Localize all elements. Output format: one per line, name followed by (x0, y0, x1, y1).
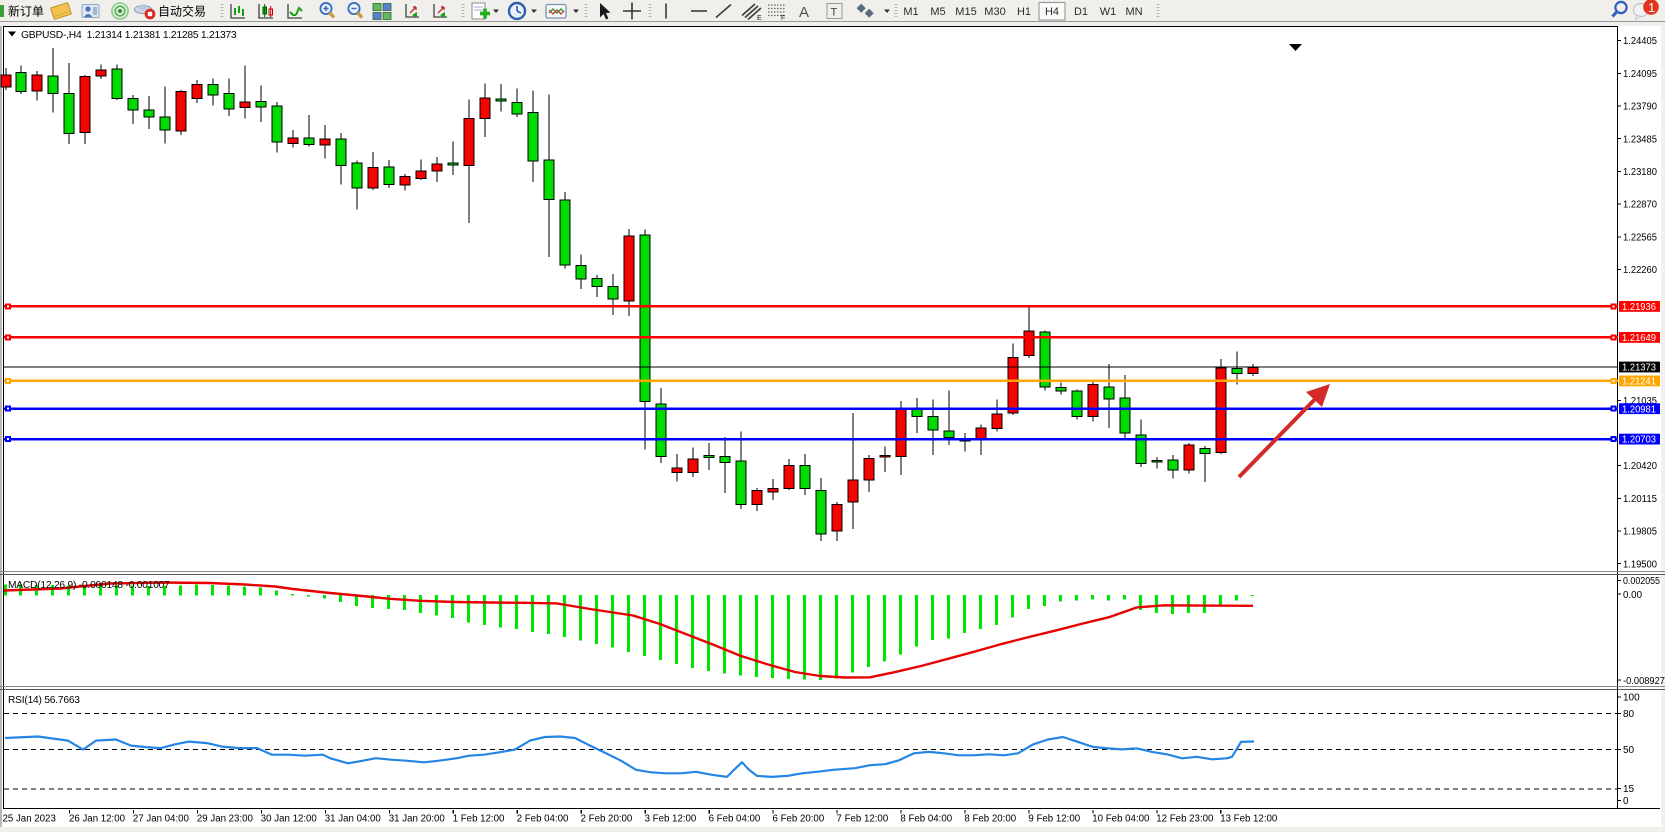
svg-text:MN: MN (1125, 6, 1142, 18)
svg-text:30 Jan 12:00: 30 Jan 12:00 (261, 814, 318, 825)
svg-text:新订单: 新订单 (8, 4, 44, 19)
svg-text:26 Jan 12:00: 26 Jan 12:00 (69, 814, 126, 825)
svg-text:1.21035: 1.21035 (1623, 396, 1657, 407)
svg-text:1.22870: 1.22870 (1623, 200, 1657, 211)
svg-text:M1: M1 (903, 6, 918, 18)
svg-text:2 Feb 04:00: 2 Feb 04:00 (517, 814, 569, 825)
svg-text:1.23485: 1.23485 (1623, 134, 1657, 145)
svg-text:M30: M30 (984, 6, 1005, 18)
svg-text:1.23180: 1.23180 (1623, 167, 1657, 178)
svg-text:1.20420: 1.20420 (1623, 461, 1657, 472)
svg-text:1.23790: 1.23790 (1623, 102, 1657, 113)
svg-text:80: 80 (1623, 709, 1635, 720)
svg-text:1.21241: 1.21241 (1622, 376, 1656, 388)
svg-text:9 Feb 12:00: 9 Feb 12:00 (1028, 814, 1080, 825)
svg-text:A: A (799, 4, 809, 21)
svg-text:2 Feb 20:00: 2 Feb 20:00 (581, 814, 633, 825)
svg-text:25 Jan 2023: 25 Jan 2023 (3, 814, 56, 825)
svg-text:3 Feb 12:00: 3 Feb 12:00 (645, 814, 697, 825)
svg-text:0: 0 (1623, 796, 1629, 807)
svg-text:8 Feb 04:00: 8 Feb 04:00 (900, 814, 952, 825)
svg-text:1.22260: 1.22260 (1623, 265, 1657, 276)
svg-text:6 Feb 04:00: 6 Feb 04:00 (709, 814, 761, 825)
svg-text:10 Feb 04:00: 10 Feb 04:00 (1092, 814, 1150, 825)
svg-text:M15: M15 (955, 6, 976, 18)
svg-text:1.22565: 1.22565 (1623, 232, 1657, 243)
svg-text:1 Feb 12:00: 1 Feb 12:00 (453, 814, 505, 825)
svg-text:RSI(14) 56.7663: RSI(14) 56.7663 (8, 695, 80, 706)
svg-text:1.20115: 1.20115 (1623, 494, 1657, 505)
svg-text:7 Feb 12:00: 7 Feb 12:00 (837, 814, 889, 825)
svg-text:6 Feb 20:00: 6 Feb 20:00 (773, 814, 825, 825)
svg-text:自动交易: 自动交易 (158, 4, 206, 19)
svg-text:1.19500: 1.19500 (1623, 559, 1657, 570)
svg-text:1: 1 (1648, 0, 1655, 15)
svg-text:W1: W1 (1100, 6, 1117, 18)
svg-text:E: E (757, 15, 762, 22)
svg-text:1.21936: 1.21936 (1622, 301, 1656, 313)
svg-text:50: 50 (1623, 745, 1635, 756)
svg-text:15: 15 (1623, 784, 1635, 795)
svg-text:-0.008927: -0.008927 (1623, 676, 1665, 687)
svg-text:13 Feb 12:00: 13 Feb 12:00 (1220, 814, 1278, 825)
svg-text:H1: H1 (1017, 6, 1031, 18)
svg-text:D1: D1 (1074, 6, 1088, 18)
svg-text:0.00: 0.00 (1623, 590, 1642, 601)
svg-text:1.20981: 1.20981 (1622, 403, 1656, 415)
svg-text:8 Feb 20:00: 8 Feb 20:00 (964, 814, 1016, 825)
svg-text:T: T (831, 7, 838, 19)
svg-text:GBPUSD-,H4 1.21314 1.21381 1.: GBPUSD-,H4 1.21314 1.21381 1.21285 1.213… (21, 30, 237, 41)
svg-text:1.21649: 1.21649 (1622, 332, 1656, 344)
svg-text:27 Jan 04:00: 27 Jan 04:00 (133, 814, 190, 825)
svg-text:31 Jan 20:00: 31 Jan 20:00 (389, 814, 446, 825)
svg-text:F: F (781, 15, 785, 22)
svg-text:1.19805: 1.19805 (1623, 527, 1657, 538)
svg-text:1.20703: 1.20703 (1622, 434, 1656, 446)
svg-text:1.24405: 1.24405 (1623, 36, 1657, 47)
svg-text:M5: M5 (930, 6, 945, 18)
svg-text:MACD(12,26,9) -0.000148 -0.001: MACD(12,26,9) -0.000148 -0.001007 (8, 580, 170, 591)
svg-text:1.21373: 1.21373 (1622, 362, 1656, 374)
svg-text:12 Feb 23:00: 12 Feb 23:00 (1156, 814, 1214, 825)
svg-text:1.24095: 1.24095 (1623, 69, 1657, 80)
svg-text:31 Jan 04:00: 31 Jan 04:00 (325, 814, 382, 825)
svg-text:29 Jan 23:00: 29 Jan 23:00 (197, 814, 254, 825)
svg-text:0.002055: 0.002055 (1623, 576, 1660, 587)
svg-text:100: 100 (1623, 693, 1640, 704)
svg-text:H4: H4 (1045, 6, 1059, 18)
